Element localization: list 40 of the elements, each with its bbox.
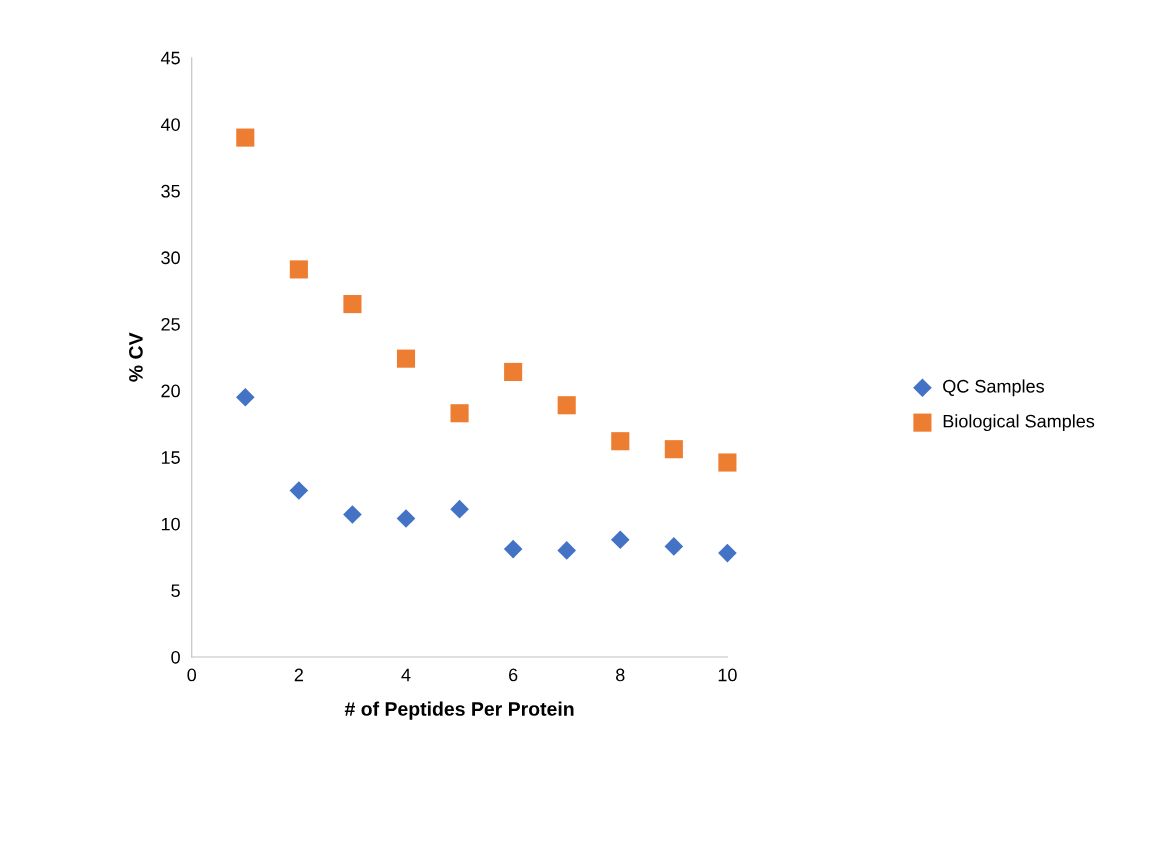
x-tick-label: 2 (294, 668, 303, 682)
point (718, 543, 737, 563)
y-tick-label: 40 (160, 118, 180, 131)
point (557, 396, 576, 415)
legend-label: QC Samples (943, 379, 1044, 397)
point (289, 260, 308, 279)
y-tick-label: 45 (160, 51, 180, 65)
y-tick-label: 35 (161, 184, 180, 198)
point (504, 362, 523, 382)
y-tick-label: 10 (161, 517, 180, 531)
point (236, 128, 255, 147)
y-tick-label: 20 (161, 384, 180, 398)
point (718, 453, 737, 472)
point (664, 537, 684, 556)
point (343, 505, 362, 524)
point (664, 440, 683, 459)
x-tick-label: 4 (401, 668, 411, 682)
point (289, 481, 309, 500)
point (557, 541, 577, 560)
y-tick-label: 15 (161, 451, 180, 464)
y-tick-label: 5 (171, 584, 180, 598)
x-tick-label: 10 (718, 668, 737, 682)
x-tick-label: 8 (616, 668, 625, 682)
point (450, 499, 469, 519)
legend-label: Biological Samples (943, 414, 1095, 432)
point (343, 294, 362, 314)
y-tick-label: 30 (161, 251, 180, 265)
x-tick-label: 0 (187, 668, 197, 682)
point (611, 432, 630, 451)
point (396, 509, 416, 528)
point (450, 404, 469, 423)
point (503, 539, 523, 559)
point (396, 349, 416, 368)
x-axis-title: # of Peptides Per Protein (344, 701, 574, 720)
x-tick-label: 6 (509, 668, 518, 682)
point (610, 530, 630, 550)
y-tick-label: 25 (161, 317, 180, 331)
y-axis-title: % CV (129, 332, 143, 382)
y-tick-label: 0 (171, 650, 180, 664)
point (235, 387, 255, 407)
